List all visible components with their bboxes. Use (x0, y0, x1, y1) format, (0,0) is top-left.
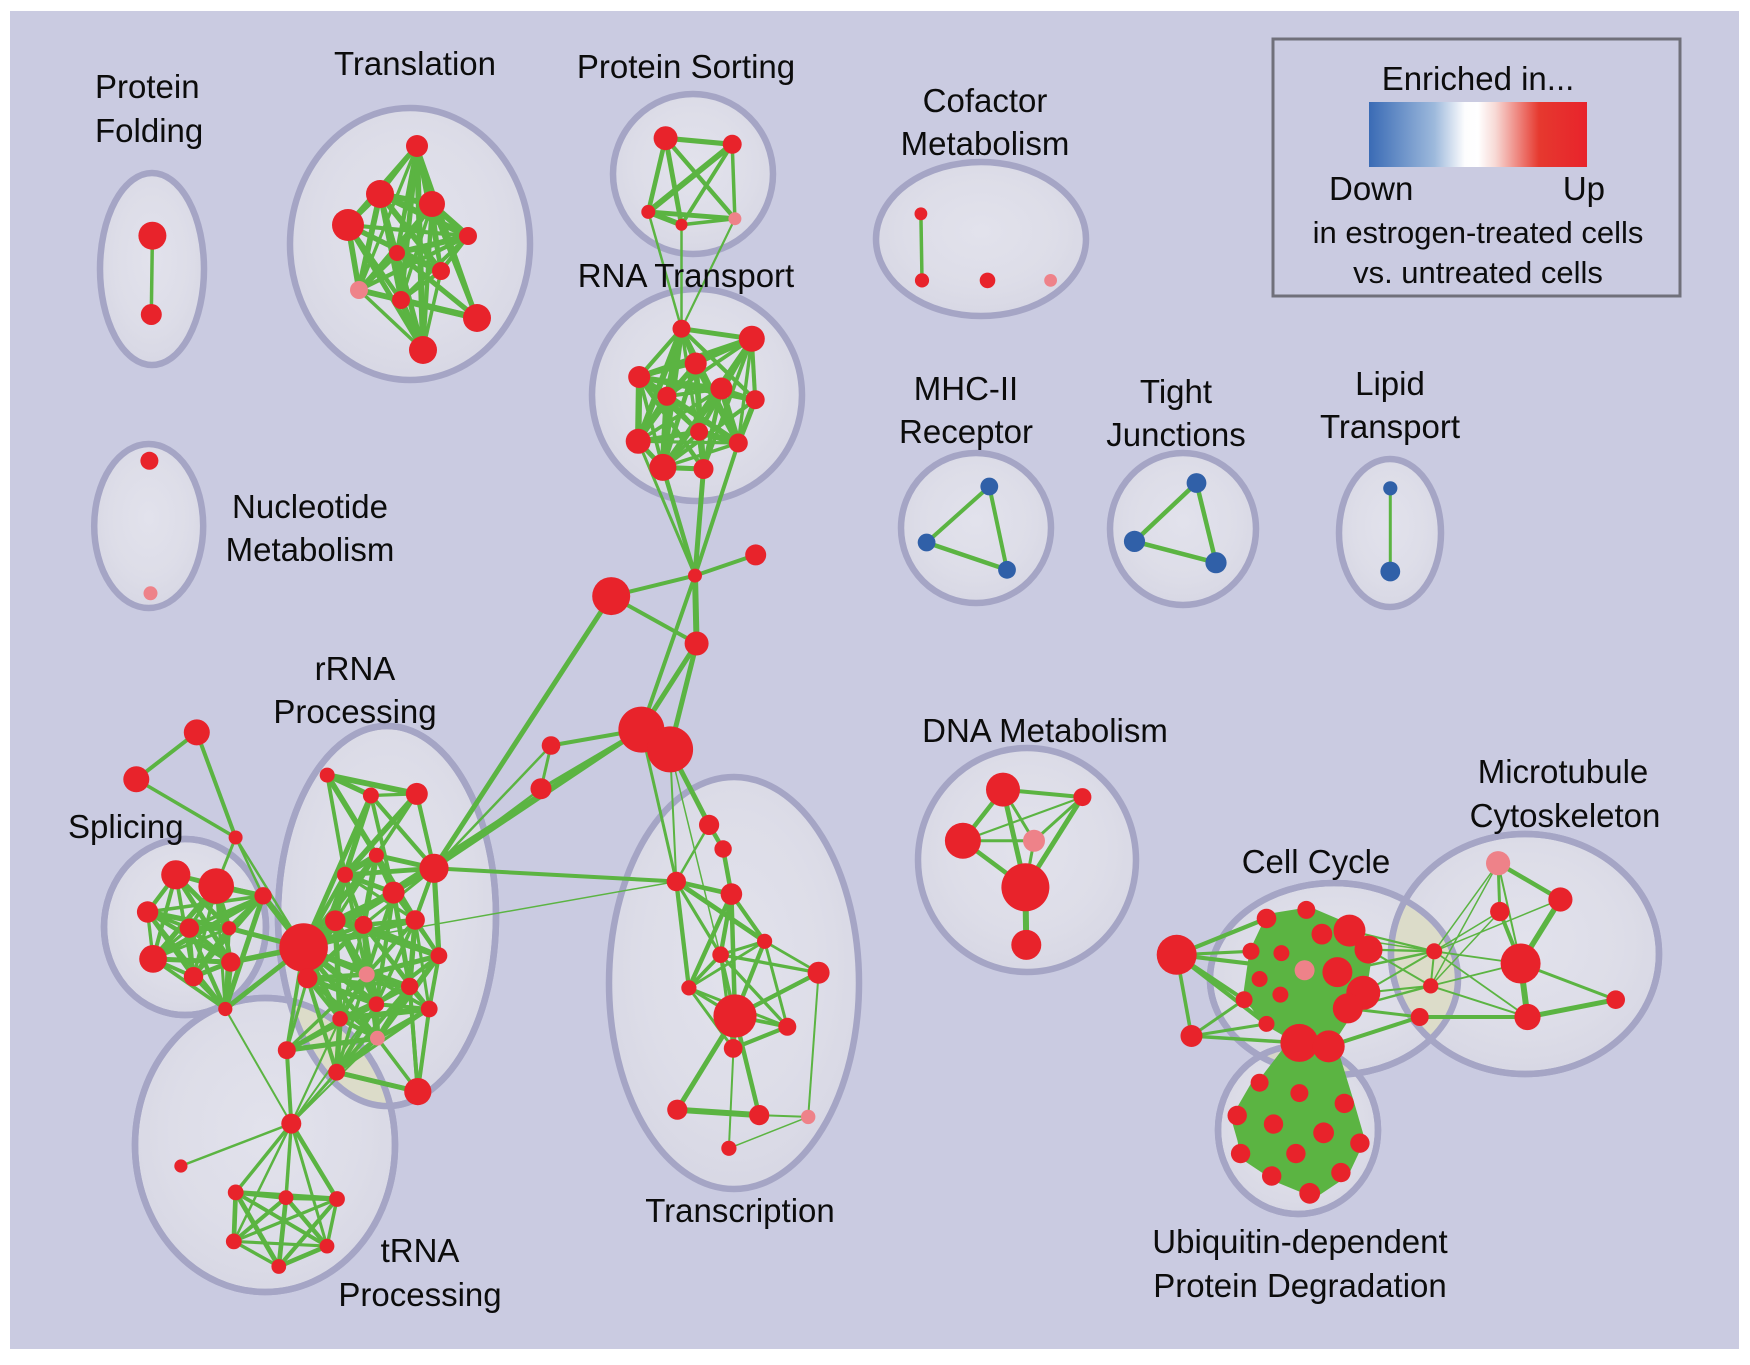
svg-text:Receptor: Receptor (899, 413, 1033, 450)
svg-text:Microtubule: Microtubule (1478, 753, 1649, 790)
svg-text:Cytoskeleton: Cytoskeleton (1470, 797, 1661, 834)
svg-text:in estrogen-treated cells: in estrogen-treated cells (1313, 215, 1644, 250)
svg-text:Protein Sorting: Protein Sorting (577, 48, 795, 85)
svg-text:Protein: Protein (95, 68, 200, 105)
svg-text:Splicing: Splicing (68, 808, 184, 845)
svg-text:Cofactor: Cofactor (923, 82, 1048, 119)
svg-text:Translation: Translation (334, 45, 496, 82)
svg-text:Transport: Transport (1320, 408, 1460, 445)
svg-text:RNA Transport: RNA Transport (578, 257, 794, 294)
svg-text:MHC-II: MHC-II (914, 370, 1018, 407)
svg-text:Protein Degradation: Protein Degradation (1153, 1267, 1447, 1304)
svg-text:Ubiquitin-dependent: Ubiquitin-dependent (1152, 1223, 1447, 1260)
svg-text:Nucleotide: Nucleotide (232, 488, 388, 525)
svg-text:Up: Up (1563, 170, 1605, 207)
svg-text:Metabolism: Metabolism (226, 531, 395, 568)
svg-text:Tight: Tight (1140, 373, 1212, 410)
svg-text:DNA Metabolism: DNA Metabolism (922, 712, 1168, 749)
svg-text:rRNA: rRNA (315, 650, 396, 687)
svg-text:Cell Cycle: Cell Cycle (1242, 843, 1391, 880)
svg-text:Down: Down (1329, 170, 1413, 207)
svg-text:tRNA: tRNA (381, 1232, 460, 1269)
svg-text:Enriched in...: Enriched in... (1382, 60, 1575, 97)
svg-text:Junctions: Junctions (1106, 416, 1245, 453)
svg-text:Folding: Folding (95, 112, 203, 149)
svg-text:vs. untreated cells: vs. untreated cells (1353, 255, 1603, 290)
svg-text:Lipid: Lipid (1355, 365, 1425, 402)
svg-text:Processing: Processing (273, 693, 436, 730)
svg-text:Metabolism: Metabolism (901, 125, 1070, 162)
svg-text:Transcription: Transcription (645, 1192, 835, 1229)
svg-text:Processing: Processing (338, 1276, 501, 1313)
